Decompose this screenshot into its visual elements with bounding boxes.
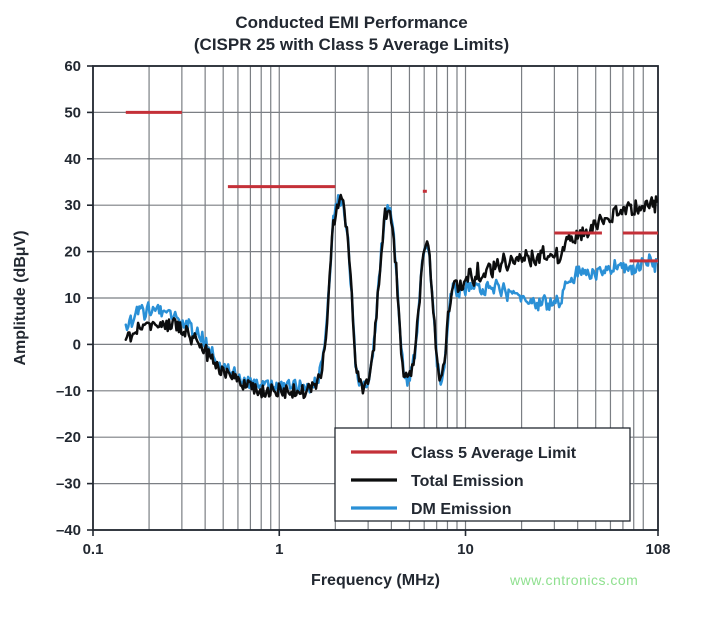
legend-item-limit-label: Class 5 Average Limit [411, 445, 577, 462]
legend: Class 5 Average Limit Total Emission DM Em… [335, 428, 630, 521]
x-tick-label: 0.1 [83, 541, 104, 558]
y-tick-label: –40 [56, 522, 81, 539]
x-axis-label: Frequency (MHz) [311, 572, 440, 589]
y-tick-label: 0 [73, 336, 81, 353]
emi-chart: Conducted EMI Performance (CISPR 25 with … [0, 0, 703, 617]
y-tick-label: 30 [64, 197, 81, 214]
chart-title-line2: (CISPR 25 with Class 5 Average Limits) [194, 35, 509, 54]
chart-title-line1: Conducted EMI Performance [235, 13, 467, 32]
x-tick-label: 10 [457, 541, 474, 558]
y-tick-label: 10 [64, 290, 81, 307]
y-tick-label: 40 [64, 151, 81, 168]
y-tick-label: 60 [64, 58, 81, 75]
y-tick-label: 20 [64, 244, 81, 261]
y-tick-label: –30 [56, 476, 81, 493]
y-axis-label: Amplitude (dBμV) [12, 230, 29, 365]
y-tick-label: 50 [64, 104, 81, 121]
y-tick-label: –20 [56, 429, 81, 446]
legend-item-dm-label: DM Emission [411, 501, 511, 518]
x-tick-label: 108 [645, 541, 670, 558]
x-tick-label: 1 [275, 541, 283, 558]
legend-item-total-label: Total Emission [411, 473, 524, 490]
chart-container: Conducted EMI Performance (CISPR 25 with … [0, 0, 703, 617]
y-tick-label: –10 [56, 383, 81, 400]
